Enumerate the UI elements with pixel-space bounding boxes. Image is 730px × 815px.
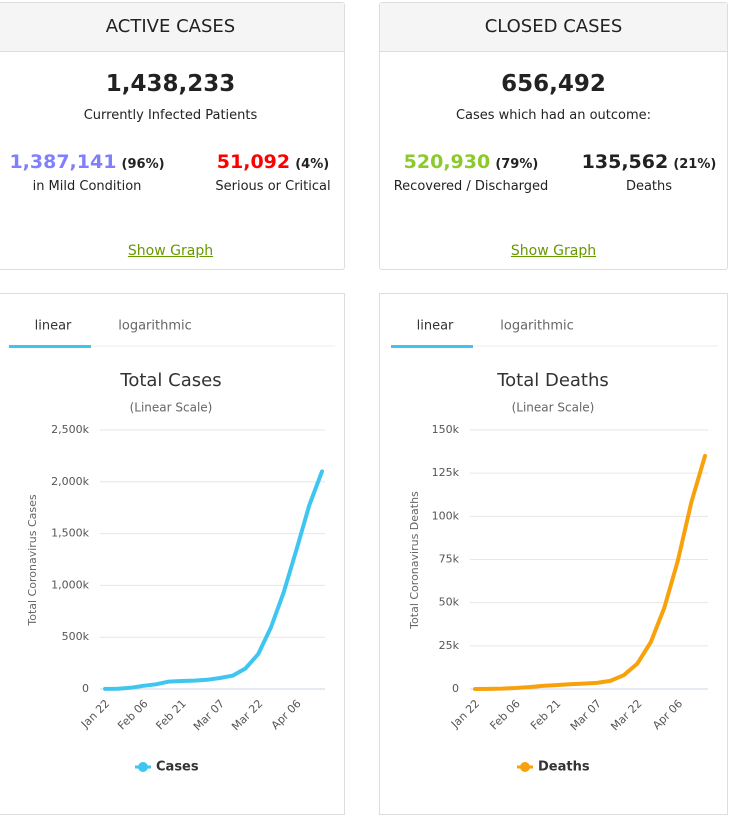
y-tick-label: 2,000k [51, 475, 89, 488]
y-axis-title: Total Coronavirus Cases [26, 494, 39, 627]
panel-title: CLOSED CASES [380, 3, 727, 52]
x-tick-label: Mar 07 [191, 697, 227, 733]
sub-left: 520,930 (79%) Recovered / Discharged [381, 151, 561, 194]
x-tick-label: Mar 22 [229, 697, 265, 733]
sub-right: 51,092 (4%) Serious or Critical [183, 151, 363, 194]
tab[interactable]: linear [35, 319, 72, 334]
tab[interactable]: logarithmic [118, 319, 192, 334]
y-tick-label: 0 [452, 682, 459, 695]
y-tick-label: 100k [432, 509, 460, 522]
sub-label: in Mild Condition [32, 179, 142, 194]
chart-subtitle: (Linear Scale) [512, 401, 595, 415]
caption: Currently Infected Patients [83, 108, 258, 123]
legend-swatch [520, 762, 530, 772]
caption: Cases which had an outcome: [455, 108, 652, 123]
sub-label: Serious or Critical [215, 179, 331, 194]
data-line [473, 453, 707, 691]
x-tick-label: Jan 22 [448, 697, 482, 731]
y-tick-label: 2,500k [51, 423, 89, 436]
x-tick-label: Feb 06 [115, 697, 150, 732]
sub-right: 135,562 (21%) Deaths [559, 151, 730, 194]
y-tick-label: 1,500k [51, 527, 89, 540]
x-tick-label: Apr 06 [650, 697, 685, 732]
sub-pct: (21%) [673, 157, 717, 172]
show-graph-link[interactable]: Show Graph [510, 243, 597, 259]
total: 656,492 [501, 71, 606, 97]
tab[interactable]: linear [417, 319, 454, 334]
tab-active [391, 345, 473, 348]
y-tick-label: 0 [82, 682, 89, 695]
sub-value: 520,930 [403, 151, 491, 173]
sub-label: Recovered / Discharged [393, 179, 549, 194]
y-axis-title: Total Coronavirus Deaths [408, 491, 421, 630]
y-tick-label: 75k [439, 553, 460, 566]
x-tick-label: Apr 06 [269, 697, 304, 732]
x-tick-label: Mar 22 [608, 697, 644, 733]
tab[interactable]: logarithmic [500, 319, 574, 334]
legend-label[interactable]: Cases [156, 760, 199, 775]
x-tick-label: Jan 22 [78, 697, 112, 731]
closed-panel: CLOSED CASES 656,492 Cases which had an … [379, 2, 728, 270]
chart-title: Total Deaths [496, 370, 609, 391]
sub-label: Deaths [625, 179, 673, 194]
panel-title: ACTIVE CASES [0, 3, 344, 52]
sub-value: 51,092 [216, 151, 291, 173]
sub-pct: (96%) [121, 157, 165, 172]
data-line [103, 469, 324, 691]
y-tick-label: 500k [62, 630, 90, 643]
y-tick-label: 50k [439, 596, 460, 609]
chart-title: Total Cases [119, 370, 221, 391]
y-tick-label: 25k [439, 639, 460, 652]
legend-swatch [138, 762, 148, 772]
sub-left: 1,387,141 (96%) in Mild Condition [0, 151, 177, 194]
sub-pct: (79%) [495, 157, 539, 172]
y-tick-label: 1,000k [51, 578, 89, 591]
sub-value: 135,562 [581, 151, 669, 173]
x-tick-label: Feb 21 [528, 697, 563, 732]
y-tick-label: 125k [432, 466, 460, 479]
y-tick-label: 150k [432, 423, 460, 436]
active-panel: ACTIVE CASES 1,438,233 Currently Infecte… [0, 2, 345, 270]
legend-label[interactable]: Deaths [538, 760, 590, 775]
x-tick-label: Feb 06 [487, 697, 522, 732]
sub-pct: (4%) [295, 157, 330, 172]
tab-active [9, 345, 91, 348]
total: 1,438,233 [105, 71, 236, 97]
show-graph-link[interactable]: Show Graph [127, 243, 214, 259]
chart-subtitle: (Linear Scale) [130, 401, 213, 415]
x-tick-label: Feb 21 [153, 697, 188, 732]
sub-value: 1,387,141 [9, 151, 117, 173]
x-tick-label: Mar 07 [568, 697, 604, 733]
